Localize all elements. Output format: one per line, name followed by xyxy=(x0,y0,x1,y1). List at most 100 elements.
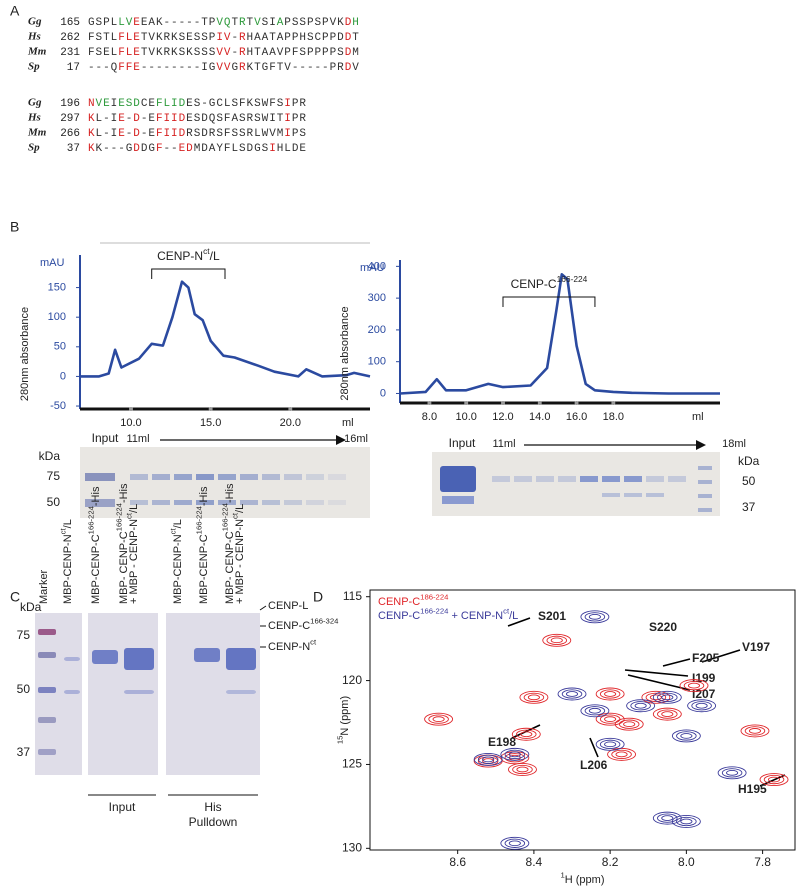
superscript: ct xyxy=(231,512,240,519)
band xyxy=(624,476,642,482)
residue: D xyxy=(133,113,140,125)
contour xyxy=(516,766,529,773)
residue: P xyxy=(292,98,299,110)
residue: I xyxy=(171,113,178,125)
band-label: CENP-L xyxy=(268,600,308,612)
contour xyxy=(614,717,644,731)
leader xyxy=(624,669,689,677)
contour xyxy=(657,813,678,823)
residue: R xyxy=(337,62,344,74)
residue: L xyxy=(111,32,118,44)
species: Sp xyxy=(28,142,40,154)
label-text: CENP-N xyxy=(268,641,310,653)
residue: I xyxy=(164,128,171,140)
residue: V xyxy=(148,47,155,59)
contour xyxy=(473,752,503,766)
residue: E xyxy=(103,98,110,110)
contour xyxy=(432,716,445,723)
label-text: -His xyxy=(198,486,210,506)
residue: - xyxy=(156,62,163,74)
residue: K xyxy=(156,17,163,29)
peak xyxy=(717,766,747,780)
residue: I xyxy=(164,113,171,125)
y-tick-label: 100 xyxy=(368,356,386,368)
contour xyxy=(599,739,621,749)
residue: S xyxy=(194,113,201,125)
residue: - xyxy=(103,143,110,155)
x-tick-label: 7.8 xyxy=(754,855,771,869)
leader xyxy=(701,649,741,663)
residue: - xyxy=(179,17,186,29)
label-text: MBP-CENP-C xyxy=(90,534,102,604)
sequence: ---QFFE--------IGVVGRKTGFTV-----PRDV xyxy=(88,62,359,74)
residue: S xyxy=(239,113,246,125)
residue: R xyxy=(247,113,254,125)
contour xyxy=(630,701,651,711)
residue: - xyxy=(315,62,322,74)
residue: V xyxy=(224,62,231,74)
band xyxy=(440,466,476,492)
residue: D xyxy=(345,62,352,74)
residue: S xyxy=(96,32,103,44)
peak xyxy=(580,704,610,718)
residue: C xyxy=(141,98,148,110)
x-tick xyxy=(288,407,293,411)
peak xyxy=(500,747,530,761)
superscript: 166-224 xyxy=(420,607,449,616)
residue: A xyxy=(277,32,284,44)
residue: P xyxy=(315,47,322,59)
residue: V xyxy=(352,62,359,74)
residue: L xyxy=(231,143,238,155)
residue: D xyxy=(133,98,140,110)
residue: L xyxy=(126,32,133,44)
residue: E xyxy=(148,98,155,110)
band xyxy=(442,496,474,504)
species: Mm xyxy=(27,46,47,58)
superscript: 15 xyxy=(336,736,345,745)
residue: T xyxy=(254,47,261,59)
superscript: 166-224 xyxy=(195,505,204,534)
residue-number: 17 xyxy=(67,62,80,74)
contour xyxy=(508,840,521,847)
residue: D xyxy=(133,128,140,140)
residue: R xyxy=(299,113,306,125)
residue: - xyxy=(194,17,201,29)
residue: D xyxy=(141,143,148,155)
y-tick-label: 100 xyxy=(48,311,66,323)
lane-label: + MBP - CENP-Nct/L xyxy=(231,504,246,604)
band xyxy=(226,690,256,694)
label-text: MBP-CENP-N xyxy=(62,534,74,604)
residue: T xyxy=(269,32,276,44)
residue: E xyxy=(118,98,125,110)
x-tick-label: 15.0 xyxy=(200,417,221,429)
superscript: 1 xyxy=(560,871,564,880)
label-text: /L xyxy=(172,519,184,528)
superscript: 166-224 xyxy=(115,502,124,531)
contour xyxy=(565,691,579,697)
residue: T xyxy=(231,17,238,29)
residue: L xyxy=(111,47,118,59)
contour xyxy=(626,699,656,713)
residue: I xyxy=(284,113,291,125)
contour xyxy=(520,731,533,738)
band xyxy=(124,690,154,694)
contour xyxy=(604,716,617,723)
residue: V xyxy=(269,128,276,140)
residue: T xyxy=(103,32,110,44)
lane-label: MBP- CENP-C166-224-His xyxy=(115,483,130,604)
superscript: ct xyxy=(125,512,134,519)
residue: E xyxy=(133,32,140,44)
contour xyxy=(661,815,674,821)
residue: L xyxy=(118,17,125,29)
gel-end: 16ml xyxy=(344,433,368,445)
bracket xyxy=(151,268,226,279)
residue: D xyxy=(345,17,352,29)
contour xyxy=(717,766,747,780)
contour xyxy=(740,724,770,738)
residue: A xyxy=(148,17,155,29)
residue: - xyxy=(194,62,201,74)
residue: F xyxy=(156,128,163,140)
residue: H xyxy=(277,143,284,155)
residue: E xyxy=(186,32,193,44)
